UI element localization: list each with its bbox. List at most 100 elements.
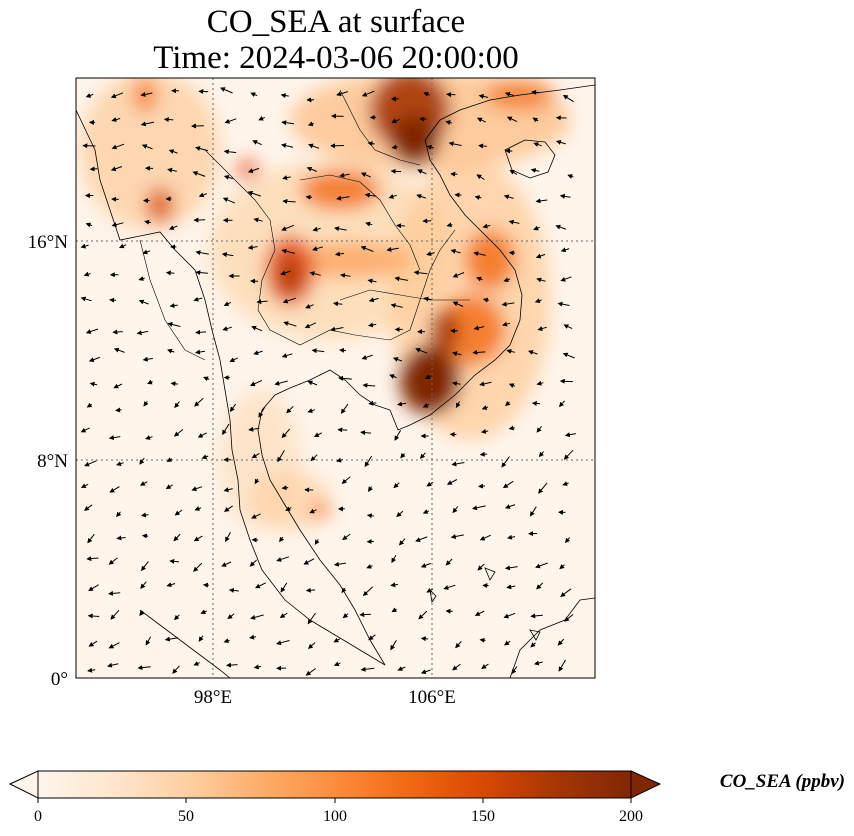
wind-arrow (502, 321, 511, 327)
wind-arrow (368, 486, 373, 492)
wind-arrow (336, 195, 350, 201)
wind-arrow (110, 609, 120, 620)
wind-arrow (84, 504, 93, 511)
colorbar-bar (37, 770, 632, 799)
lat-tick-8n: 8°N (37, 451, 68, 472)
wind-arrow (138, 299, 149, 305)
wind-arrow (229, 403, 237, 413)
wind-arrow (258, 116, 266, 121)
colorbar-extend-min (8, 770, 39, 799)
wind-arrow (195, 329, 207, 335)
wind-arrow (557, 301, 570, 307)
wind-arrow (481, 663, 489, 669)
wind-arrow (400, 452, 406, 459)
wind-arrow (193, 562, 203, 572)
wind-arrow (503, 277, 511, 283)
wind-arrow (564, 537, 571, 544)
wind-arrow (535, 198, 548, 204)
wind-arrow (111, 222, 124, 228)
wind-arrow (312, 226, 321, 232)
wind-arrow (142, 356, 153, 362)
wind-arrow (165, 270, 175, 276)
wind-arrow (166, 582, 176, 588)
wind-arrow (312, 246, 324, 252)
wind-arrow (340, 272, 351, 278)
wind-arrow (108, 590, 121, 596)
wind-arrow (386, 246, 399, 252)
wind-arrow (229, 357, 239, 362)
wind-arrow (223, 149, 237, 155)
wind-arrow (88, 640, 98, 647)
wind-arrow (364, 192, 377, 198)
wind-arrow (531, 400, 541, 406)
wind-arrow (339, 172, 350, 178)
wind-arrow (143, 401, 149, 407)
wind-arrow (390, 168, 402, 174)
wind-arrow (417, 169, 427, 175)
wind-arrow (367, 141, 375, 147)
wind-arrow (336, 457, 343, 463)
wind-arrow (450, 534, 464, 539)
wind-arrow (360, 430, 372, 436)
wind-arrow (480, 428, 489, 434)
wind-arrow (197, 432, 207, 438)
wind-arrow (309, 271, 321, 277)
wind-arrow (452, 301, 464, 307)
wind-arrow (479, 451, 488, 457)
wind-arrow (313, 432, 323, 437)
wind-arrow (203, 376, 210, 382)
wind-arrow (473, 325, 485, 331)
wind-arrow (193, 661, 200, 666)
wind-arrow (249, 634, 257, 640)
wind-arrow (538, 482, 548, 494)
wind-arrow (477, 563, 485, 571)
country-borders (139, 89, 470, 361)
wind-arrow (195, 270, 208, 276)
wind-arrow (224, 118, 237, 124)
wind-arrow (365, 221, 373, 227)
wind-arrow (504, 91, 515, 97)
wind-arrow (333, 637, 341, 643)
wind-arrow (533, 225, 540, 231)
wind-arrow (280, 582, 288, 593)
chart-subtitle-time: Time: 2024-03-06 20:00:00 (153, 40, 519, 76)
wind-arrow (223, 638, 230, 644)
wind-arrow (281, 120, 295, 126)
wind-arrow (222, 197, 235, 204)
wind-arrow (560, 588, 572, 598)
wind-arrow (191, 486, 203, 492)
wind-arrow (193, 296, 203, 302)
wind-arrow (361, 354, 373, 360)
wind-arrow (250, 92, 258, 97)
wind-arrow (452, 351, 462, 357)
wind-arrow (426, 144, 434, 150)
wind-arrow (251, 452, 260, 459)
wind-arrow (557, 638, 565, 646)
wind-arrow (279, 612, 288, 618)
wind-arrow (503, 612, 516, 619)
wind-arrow (168, 149, 178, 155)
wind-arrow (476, 174, 485, 180)
wind-arrow (413, 270, 428, 276)
wind-arrow (87, 667, 96, 673)
wind-arrow (419, 452, 426, 459)
wind-arrow (511, 666, 518, 675)
wind-arrow (140, 91, 153, 97)
wind-arrow (173, 614, 180, 621)
wind-arrow (562, 481, 569, 486)
wind-arrow (419, 116, 427, 122)
wind-arrow (333, 561, 347, 567)
wind-arrow (364, 455, 373, 468)
wind-arrow (555, 224, 567, 230)
wind-arrow (282, 198, 296, 204)
wind-arrow (163, 117, 174, 123)
wind-arrow (146, 379, 153, 385)
wind-arrow (88, 584, 99, 592)
wind-arrow (309, 508, 317, 514)
wind-arrow (173, 533, 181, 542)
wind-arrow (338, 375, 352, 381)
wind-arrow (334, 251, 345, 257)
wind-arrow (85, 222, 93, 228)
wind-arrow (223, 505, 233, 512)
wind-arrow (479, 381, 492, 387)
